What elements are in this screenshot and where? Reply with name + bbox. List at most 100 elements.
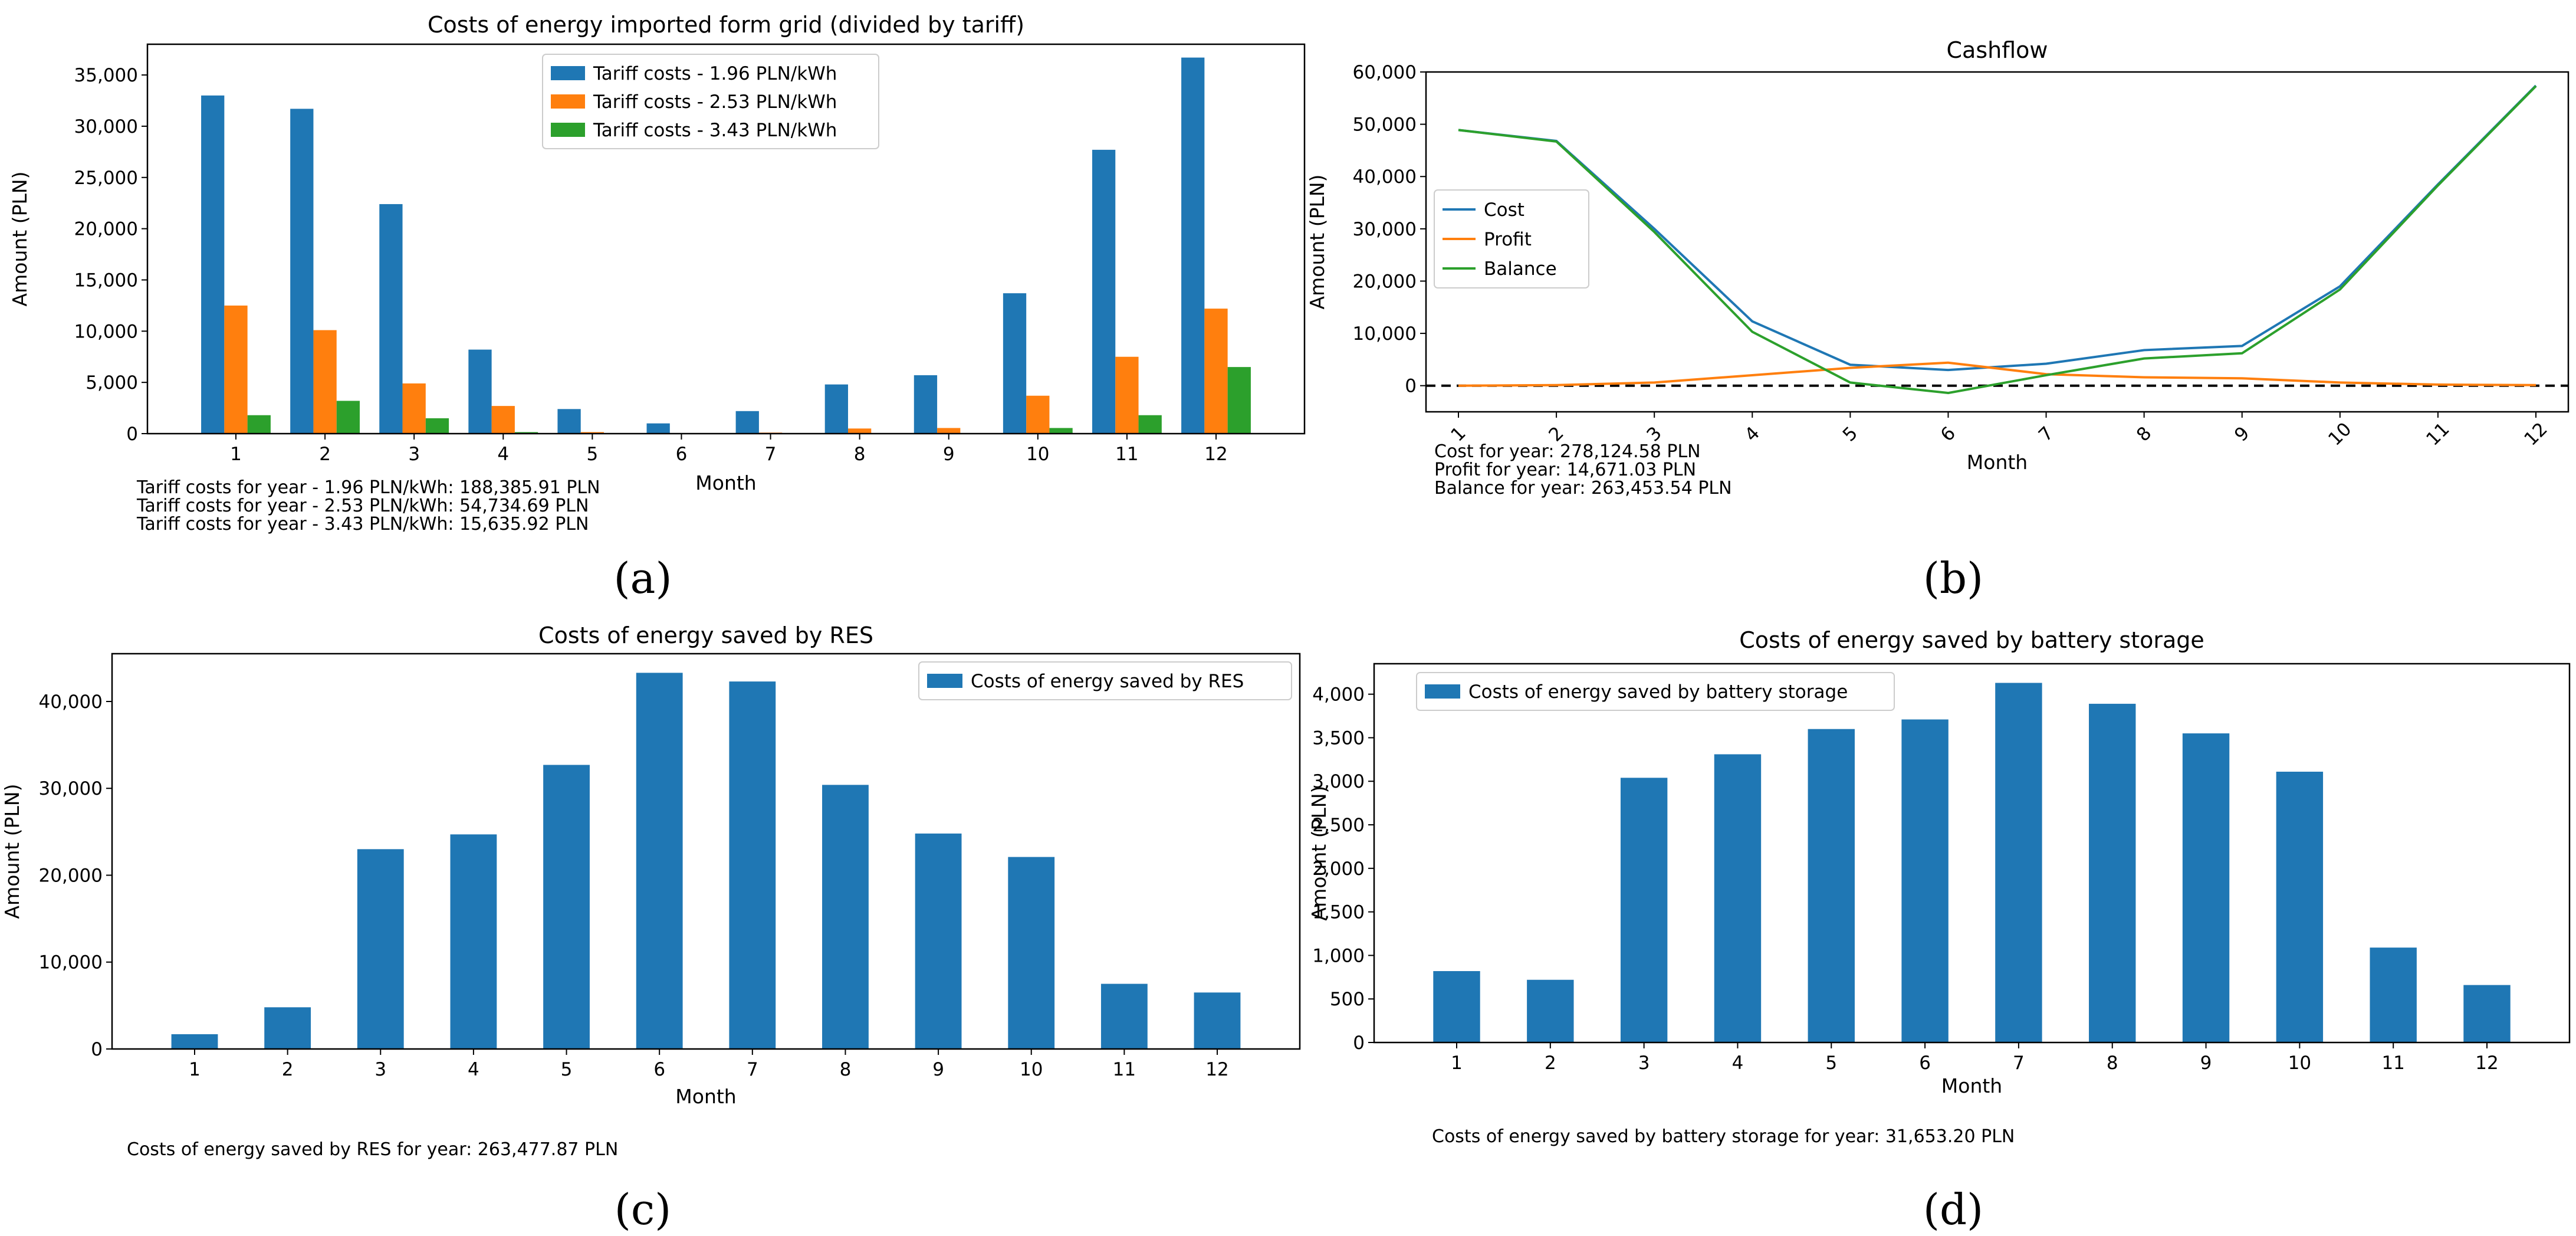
legend-box: [542, 54, 879, 149]
x-tick-label: 4: [1732, 1053, 1744, 1074]
annual-note: Balance for year: 263,453.54 PLN: [1434, 478, 1732, 499]
bar: [822, 785, 869, 1049]
x-tick-label: 7: [747, 1059, 758, 1080]
annual-note: Tariff costs for year - 2.53 PLN/kWh: 54…: [136, 496, 589, 516]
bar: [580, 432, 604, 434]
y-tick-label: 20,000: [74, 219, 138, 240]
y-tick-label: 3,000: [1312, 771, 1365, 792]
x-tick-label: 8: [2133, 422, 2156, 445]
series-line: [1458, 84, 2537, 372]
chart-c: Costs of energy saved by RES 0 10,000 20,00…: [1, 622, 1301, 1234]
x-tick-label: 12: [2520, 418, 2551, 450]
bar: [847, 428, 872, 434]
y-tick-label: 60,000: [1353, 62, 1417, 83]
x-tick-label: 2: [282, 1059, 294, 1080]
y-tick-label: 10,000: [74, 321, 138, 342]
y-axis-label: Amount (PLN): [1, 784, 24, 919]
series-line: [1458, 85, 2537, 395]
bar: [1008, 857, 1055, 1049]
series-line: [1458, 361, 2536, 387]
y-tick-label: 50,000: [1353, 114, 1417, 136]
y-axis-label: Amount (PLN): [1307, 786, 1330, 921]
legend: Cost Profit Balance: [1434, 189, 1589, 288]
legend-swatch: [927, 674, 962, 688]
chart-a: Costs of energy imported form grid (divi…: [8, 12, 1306, 603]
x-tick-label: 9: [2200, 1053, 2212, 1074]
y-tick-label: 30,000: [74, 116, 138, 137]
panel-label: (c): [615, 1185, 672, 1234]
y-tick-label: 30,000: [1353, 219, 1417, 240]
x-tick-label: 2: [1545, 1053, 1556, 1074]
bar: [224, 305, 248, 434]
panel-label: (d): [1923, 1185, 1983, 1234]
x-tick-label: 5: [1839, 422, 1862, 445]
x-tick-label: 7: [2035, 422, 2058, 445]
x-tick-label: 1: [1451, 1053, 1463, 1074]
y-tick-label: 3,500: [1312, 727, 1365, 749]
y-tick-label: 10,000: [1353, 323, 1417, 345]
x-tick-label: 4: [468, 1059, 479, 1080]
plot-frame: [1425, 71, 2570, 413]
annual-note: Costs of energy saved by RES for year: 2…: [127, 1139, 618, 1160]
y-axis-label: Amount (PLN): [1306, 175, 1329, 310]
bar: [468, 349, 492, 434]
bar: [1115, 356, 1139, 434]
x-tick-label: 6: [676, 444, 688, 465]
chart-title: Cashflow: [1947, 37, 2048, 63]
bar: [290, 109, 314, 434]
x-tick-label: 3: [1638, 1053, 1650, 1074]
x-tick-label: 2: [319, 444, 331, 465]
bar: [201, 95, 225, 434]
legend-box: [918, 661, 1292, 700]
x-tick-label: 6: [1937, 422, 1960, 445]
bar: [636, 673, 683, 1049]
y-tick-label: 1,000: [1312, 945, 1365, 966]
bar: [1527, 979, 1574, 1042]
panel-label: (b): [1923, 553, 1983, 603]
y-tick-label: 4,000: [1312, 684, 1365, 706]
x-tick-label: 9: [943, 444, 955, 465]
bar: [1714, 754, 1762, 1042]
bar: [557, 409, 581, 434]
legend-label: Costs of energy saved by RES: [971, 671, 1244, 692]
chart-title: Costs of energy saved by battery storage: [1739, 627, 2204, 653]
bar: [1026, 395, 1050, 434]
bar: [379, 204, 403, 434]
x-tick-label: 11: [2381, 1053, 2404, 1074]
legend-swatch: [551, 123, 585, 137]
bar: [336, 401, 360, 434]
bar: [824, 384, 848, 434]
y-tick-label: 20,000: [39, 865, 103, 886]
x-tick-label: 7: [2013, 1053, 2025, 1074]
y-axis-label: Amount (PLN): [8, 172, 31, 307]
x-tick-label: 12: [1205, 1059, 1228, 1080]
bar: [1808, 729, 1855, 1042]
annual-note: Tariff costs for year - 1.96 PLN/kWh: 18…: [136, 477, 600, 498]
x-tick-label: 6: [1919, 1053, 1931, 1074]
bar: [1995, 683, 2042, 1042]
legend-label: Tariff costs - 1.96 PLN/kWh: [593, 63, 837, 84]
x-tick-label: 10: [2324, 418, 2355, 450]
legend-label: Costs of energy saved by battery storage: [1468, 681, 1848, 703]
x-tick-label: 5: [586, 444, 598, 465]
annual-note: Costs of energy saved by battery storage…: [1432, 1126, 2015, 1147]
legend-swatch: [1425, 684, 1460, 699]
x-tick-label: 11: [1115, 444, 1138, 465]
y-tick-label: 30,000: [39, 778, 103, 799]
legend-label: Profit: [1484, 229, 1532, 250]
y-tick-label: 1,500: [1312, 902, 1365, 923]
annual-note: Cost for year: 278,124.58 PLN: [1434, 441, 1701, 462]
bar: [1901, 719, 1949, 1042]
legend-swatch: [551, 94, 585, 109]
y-tick-label: 0: [1353, 1032, 1365, 1054]
y-tick-label: 40,000: [1353, 166, 1417, 188]
x-tick-label: 5: [1825, 1053, 1837, 1074]
x-tick-label: 8: [840, 1059, 852, 1080]
x-tick-label: 9: [932, 1059, 944, 1080]
bar: [1092, 149, 1116, 434]
bar: [937, 428, 961, 434]
x-tick-label: 10: [1020, 1059, 1043, 1080]
x-tick-label: 12: [2475, 1053, 2498, 1074]
x-tick-label: 8: [854, 444, 866, 465]
bar: [735, 411, 759, 434]
